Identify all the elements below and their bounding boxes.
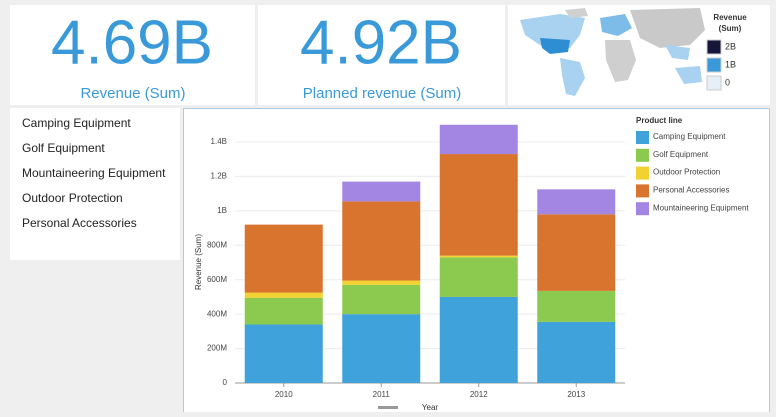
bar-segment (244, 324, 323, 383)
bar-segment (244, 224, 323, 293)
list-item: Camping Equipment (22, 116, 131, 130)
bar-segment (342, 280, 421, 285)
list-tile (10, 108, 180, 260)
map-region (560, 58, 585, 96)
bar-segment (439, 124, 518, 155)
legend-swatch (636, 166, 649, 180)
bar-segment (439, 257, 518, 297)
x-tick-label: 2012 (470, 390, 488, 399)
y-tick-label: 600M (207, 275, 227, 284)
bar-segment (537, 189, 616, 215)
y-tick-label: 800M (207, 240, 227, 249)
map-legend-label: 0 (725, 77, 730, 87)
map-region (675, 66, 702, 84)
list-item: Outdoor Protection (22, 191, 123, 205)
x-axis-title: Year (422, 403, 439, 412)
x-tick-label: 2010 (275, 390, 293, 399)
x-tick-label: 2011 (373, 390, 391, 399)
bar-segment (439, 255, 518, 258)
bar-segment (342, 181, 421, 202)
bar-segment (244, 297, 323, 325)
y-tick-label: 1.2B (211, 172, 227, 181)
legend-label: Personal Accessories (653, 186, 729, 195)
legend-swatch (636, 202, 649, 216)
map-region (605, 40, 636, 82)
legend-label: Outdoor Protection (653, 168, 720, 177)
bar-segment (537, 321, 616, 383)
map-region (600, 14, 632, 36)
list-item: Personal Accessories (22, 216, 137, 230)
map-legend-swatch (706, 75, 722, 91)
scroll-handle[interactable] (378, 406, 398, 409)
y-tick-label: 1.4B (211, 137, 227, 146)
bar-segment (342, 201, 421, 281)
legend-label: Golf Equipment (653, 150, 709, 159)
legend-swatch (636, 184, 649, 198)
bar-segment (342, 284, 421, 315)
map-region (630, 8, 705, 48)
map-legend-swatch (706, 57, 722, 73)
kpi-label: Planned revenue (Sum) (303, 85, 461, 102)
world-map (520, 8, 705, 96)
y-tick-label: 200M (207, 344, 227, 353)
list-item: Golf Equipment (22, 141, 105, 155)
map-region (665, 45, 690, 60)
kpi-tile (258, 5, 505, 105)
map-region (565, 8, 588, 18)
map-legend-swatch (706, 39, 722, 55)
kpi-tile (10, 5, 255, 105)
map-legend-title: Revenue (713, 13, 747, 22)
bar-segment (244, 292, 323, 298)
bar-segment (537, 290, 616, 322)
map-legend-label: 1B (725, 59, 736, 69)
legend-swatch (636, 131, 649, 144)
bar-segment (439, 154, 518, 256)
y-tick-label: 400M (207, 309, 227, 318)
y-tick-label: 1B (217, 206, 227, 215)
bar-segment (342, 314, 421, 383)
legend-title: Product line (636, 116, 683, 125)
legend-swatch (636, 148, 649, 162)
kpi-value: 4.69B (51, 8, 213, 77)
bar-segment (439, 296, 518, 383)
map-legend-label: 2B (725, 41, 736, 51)
map-legend-title: (Sum) (719, 24, 742, 33)
y-axis-title: Revenue (Sum) (194, 234, 203, 290)
y-tick-label: 0 (223, 378, 228, 387)
map-region (540, 38, 570, 54)
x-tick-label: 2013 (567, 390, 585, 399)
legend-label: Mountaineering Equipment (653, 203, 749, 212)
kpi-value: 4.92B (300, 8, 462, 77)
bar-segment (537, 214, 616, 291)
kpi-label: Revenue (Sum) (80, 85, 185, 102)
legend-label: Camping Equipment (653, 132, 726, 141)
list-item: Mountaineering Equipment (22, 166, 166, 180)
